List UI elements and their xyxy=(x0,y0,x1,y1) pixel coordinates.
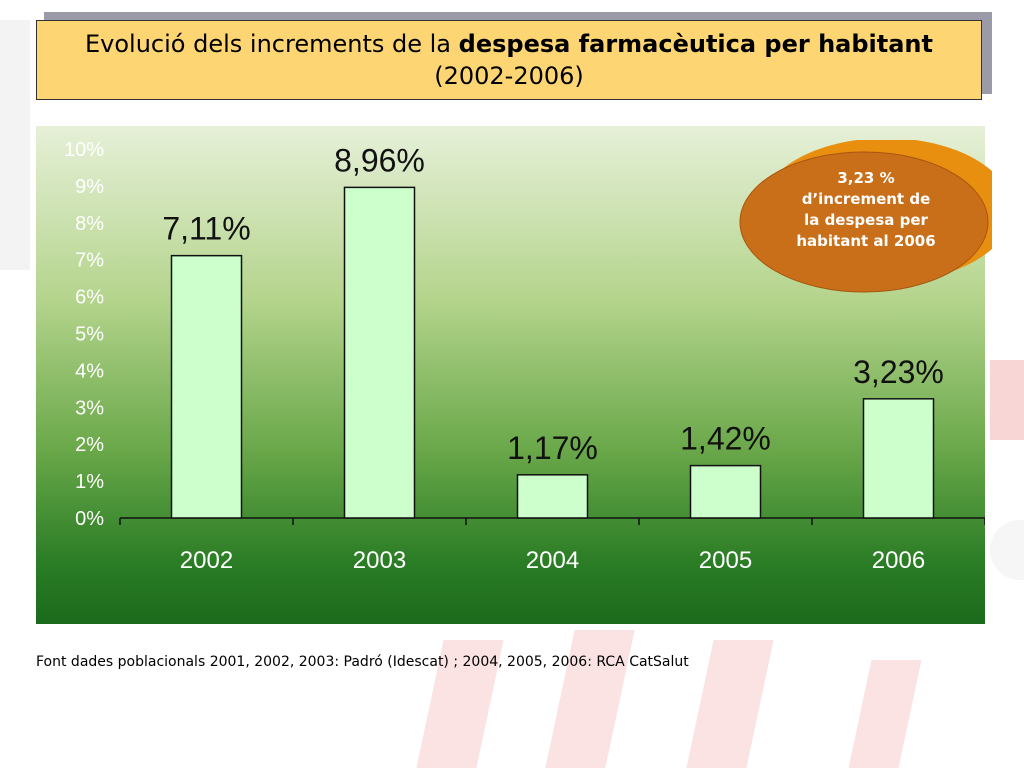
watermark-shape xyxy=(0,20,30,270)
title-bold: despesa farmacèutica per habitant xyxy=(458,30,933,58)
bar-2002 xyxy=(170,254,243,519)
slide-title: Evolució dels increments de la despesa f… xyxy=(36,20,982,100)
title-years: (2002-2006) xyxy=(434,62,584,90)
y-tick-label: 0% xyxy=(75,508,104,530)
data-label-2003: 8,96% xyxy=(334,142,425,178)
y-tick-label: 10% xyxy=(64,139,104,161)
callout-text: 3,23 % d’increment de la despesa per hab… xyxy=(796,169,936,250)
watermark-shape xyxy=(848,660,922,768)
data-label-2004: 1,17% xyxy=(507,430,598,466)
bar-2003 xyxy=(343,186,416,519)
y-tick-label: 5% xyxy=(75,324,104,346)
y-tick-label: 8% xyxy=(75,213,104,235)
y-tick-label: 6% xyxy=(75,287,104,309)
y-tick-label: 4% xyxy=(75,360,104,382)
x-category-label: 2005 xyxy=(699,547,752,574)
y-tick-label: 1% xyxy=(75,471,104,493)
bar-2005 xyxy=(689,464,762,519)
watermark-shape xyxy=(686,640,774,768)
y-tick-label: 2% xyxy=(75,434,104,456)
callout-bubble xyxy=(739,140,992,293)
watermark-shape xyxy=(990,520,1024,580)
data-label-2005: 1,42% xyxy=(680,421,771,457)
source-note: Font dades poblacionals 2001, 2002, 2003… xyxy=(36,654,689,670)
y-tick-label: 7% xyxy=(75,250,104,272)
x-category-label: 2003 xyxy=(353,547,406,574)
watermark-shape xyxy=(990,360,1024,440)
y-tick-label: 9% xyxy=(75,176,104,198)
x-category-label: 2004 xyxy=(526,547,579,574)
watermark-shape xyxy=(545,630,635,768)
data-label-2006: 3,23% xyxy=(853,354,944,390)
bar-chart: 0% 1% 2% 3% 4% 5% 6% 7% 8% 9% 10% 7,11% 2002 8,96% 200… xyxy=(64,139,985,574)
x-category-label: 2002 xyxy=(180,547,233,574)
x-category-label: 2006 xyxy=(872,547,925,574)
bar-2004 xyxy=(516,474,589,519)
bar-2006 xyxy=(862,398,935,519)
y-tick-label: 3% xyxy=(75,397,104,419)
data-label-2002: 7,11% xyxy=(162,211,250,247)
title-line-1: Evolució dels increments de la despesa f… xyxy=(85,28,933,60)
title-prefix: Evolució dels increments de la xyxy=(85,30,451,58)
